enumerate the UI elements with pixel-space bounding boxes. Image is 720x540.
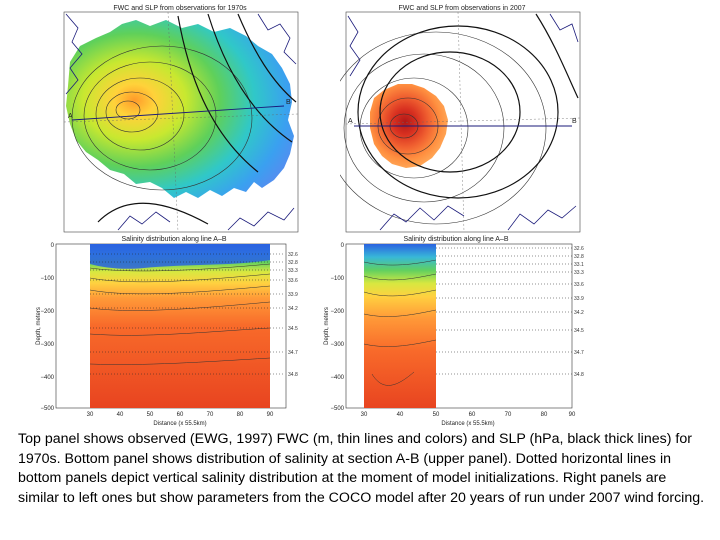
salinity-section-2007-panel: Salinity distribution along line A–B 32.… xyxy=(320,234,592,430)
svg-text:90: 90 xyxy=(267,412,274,418)
svg-text:33.9: 33.9 xyxy=(288,292,298,298)
graticule xyxy=(345,11,581,233)
fwc-map-1970s-panel: FWC and SLP from observations for 1970s … xyxy=(58,2,302,234)
svg-text:50: 50 xyxy=(433,412,440,418)
svg-text:70: 70 xyxy=(505,412,512,418)
svg-text:34.5: 34.5 xyxy=(574,328,584,334)
svg-text:40: 40 xyxy=(117,412,124,418)
svg-text:33.1: 33.1 xyxy=(574,262,584,268)
svg-text:60: 60 xyxy=(177,412,184,418)
map-title: FWC and SLP from observations in 2007 xyxy=(398,5,525,12)
x-axis-label: Distance (x 55.5km) xyxy=(153,421,206,427)
svg-text:34.8: 34.8 xyxy=(288,372,298,378)
svg-text:34.7: 34.7 xyxy=(574,350,584,356)
salinity-field xyxy=(364,244,436,408)
figure-caption: Top panel shows observed (EWG, 1997) FWC… xyxy=(18,431,705,506)
svg-text:80: 80 xyxy=(237,412,244,418)
svg-text:30: 30 xyxy=(361,412,368,418)
svg-text:0: 0 xyxy=(51,243,55,249)
salinity-section-2007: Salinity distribution along line A–B 32.… xyxy=(324,236,584,427)
fwc-map-2007: FWC and SLP from observations in 2007 A … xyxy=(340,5,581,233)
graticule xyxy=(63,11,299,233)
svg-text:−300: −300 xyxy=(40,342,54,348)
section-label-b: B xyxy=(286,99,291,106)
svg-text:32.6: 32.6 xyxy=(574,246,584,252)
svg-text:50: 50 xyxy=(147,412,154,418)
svg-text:33.6: 33.6 xyxy=(574,282,584,288)
salinity-field xyxy=(90,244,270,408)
svg-text:32.8: 32.8 xyxy=(288,260,298,266)
svg-text:−400: −400 xyxy=(330,375,344,381)
fwc-map-1970s: FWC and SLP from observations for 1970s … xyxy=(63,5,299,233)
svg-text:60: 60 xyxy=(469,412,476,418)
svg-text:32.6: 32.6 xyxy=(288,252,298,258)
y-axis-label: Depth, meters xyxy=(324,307,330,345)
svg-text:−200: −200 xyxy=(330,309,344,315)
right-value-labels: 32.6 32.8 33.1 33.3 33.6 33.9 34.2 34.5 … xyxy=(574,246,584,378)
fwc-field xyxy=(66,20,294,198)
x-axis-label: Distance (x 55.5km) xyxy=(441,421,494,427)
svg-text:−200: −200 xyxy=(40,309,54,315)
svg-text:80: 80 xyxy=(541,412,548,418)
right-value-labels: 32.6 32.8 33.3 33.6 33.9 34.2 34.5 34.7 … xyxy=(288,252,298,378)
y-tick-labels: 0 −100 −200 −300 −400 −500 xyxy=(40,243,54,412)
svg-text:−300: −300 xyxy=(330,342,344,348)
section-line-ab xyxy=(71,105,285,121)
section-label-b: B xyxy=(572,118,577,125)
fresh-surface-layer xyxy=(90,244,270,269)
y-axis-label: Depth, meters xyxy=(36,307,42,345)
coastline xyxy=(347,13,579,231)
salinity-section-1970s-panel: Salinity distribution along line A–B xyxy=(34,234,314,430)
coastline xyxy=(65,13,297,231)
svg-text:33.3: 33.3 xyxy=(574,270,584,276)
svg-text:34.2: 34.2 xyxy=(288,306,298,312)
svg-text:40: 40 xyxy=(397,412,404,418)
section-title: Salinity distribution along line A–B xyxy=(121,236,226,243)
slp-contours xyxy=(97,13,297,225)
svg-text:30: 30 xyxy=(87,412,94,418)
svg-text:33.9: 33.9 xyxy=(574,296,584,302)
fwc-contours xyxy=(71,45,253,191)
svg-text:−400: −400 xyxy=(40,375,54,381)
map-title: FWC and SLP from observations for 1970s xyxy=(113,5,247,12)
initial-salinity-lines xyxy=(90,253,284,375)
section-label-a: A xyxy=(68,113,73,120)
svg-text:34.8: 34.8 xyxy=(574,372,584,378)
svg-text:−500: −500 xyxy=(330,406,344,412)
salinity-contours xyxy=(89,263,271,365)
y-tick-labels: 0 −100 −200 −300 −400 −500 xyxy=(330,243,344,412)
svg-text:32.8: 32.8 xyxy=(574,254,584,260)
svg-text:33.3: 33.3 xyxy=(288,268,298,274)
svg-text:34.7: 34.7 xyxy=(288,350,298,356)
svg-text:34.5: 34.5 xyxy=(288,326,298,332)
fwc-map-2007-panel: FWC and SLP from observations in 2007 A … xyxy=(340,2,584,234)
svg-text:70: 70 xyxy=(207,412,214,418)
svg-text:−100: −100 xyxy=(40,276,54,282)
svg-text:0: 0 xyxy=(341,243,345,249)
svg-text:90: 90 xyxy=(569,412,576,418)
salinity-section-1970s: Salinity distribution along line A–B xyxy=(36,236,298,427)
slp-contours xyxy=(357,13,579,199)
section-title: Salinity distribution along line A–B xyxy=(403,236,508,243)
section-label-a: A xyxy=(348,118,353,125)
x-tick-labels: 30 40 50 60 70 80 90 xyxy=(361,412,576,418)
svg-text:−100: −100 xyxy=(330,276,344,282)
x-tick-labels: 30 40 50 60 70 80 90 xyxy=(87,412,274,418)
salinity-contours xyxy=(363,259,437,386)
svg-text:−500: −500 xyxy=(40,406,54,412)
svg-text:34.2: 34.2 xyxy=(574,310,584,316)
svg-text:33.6: 33.6 xyxy=(288,278,298,284)
